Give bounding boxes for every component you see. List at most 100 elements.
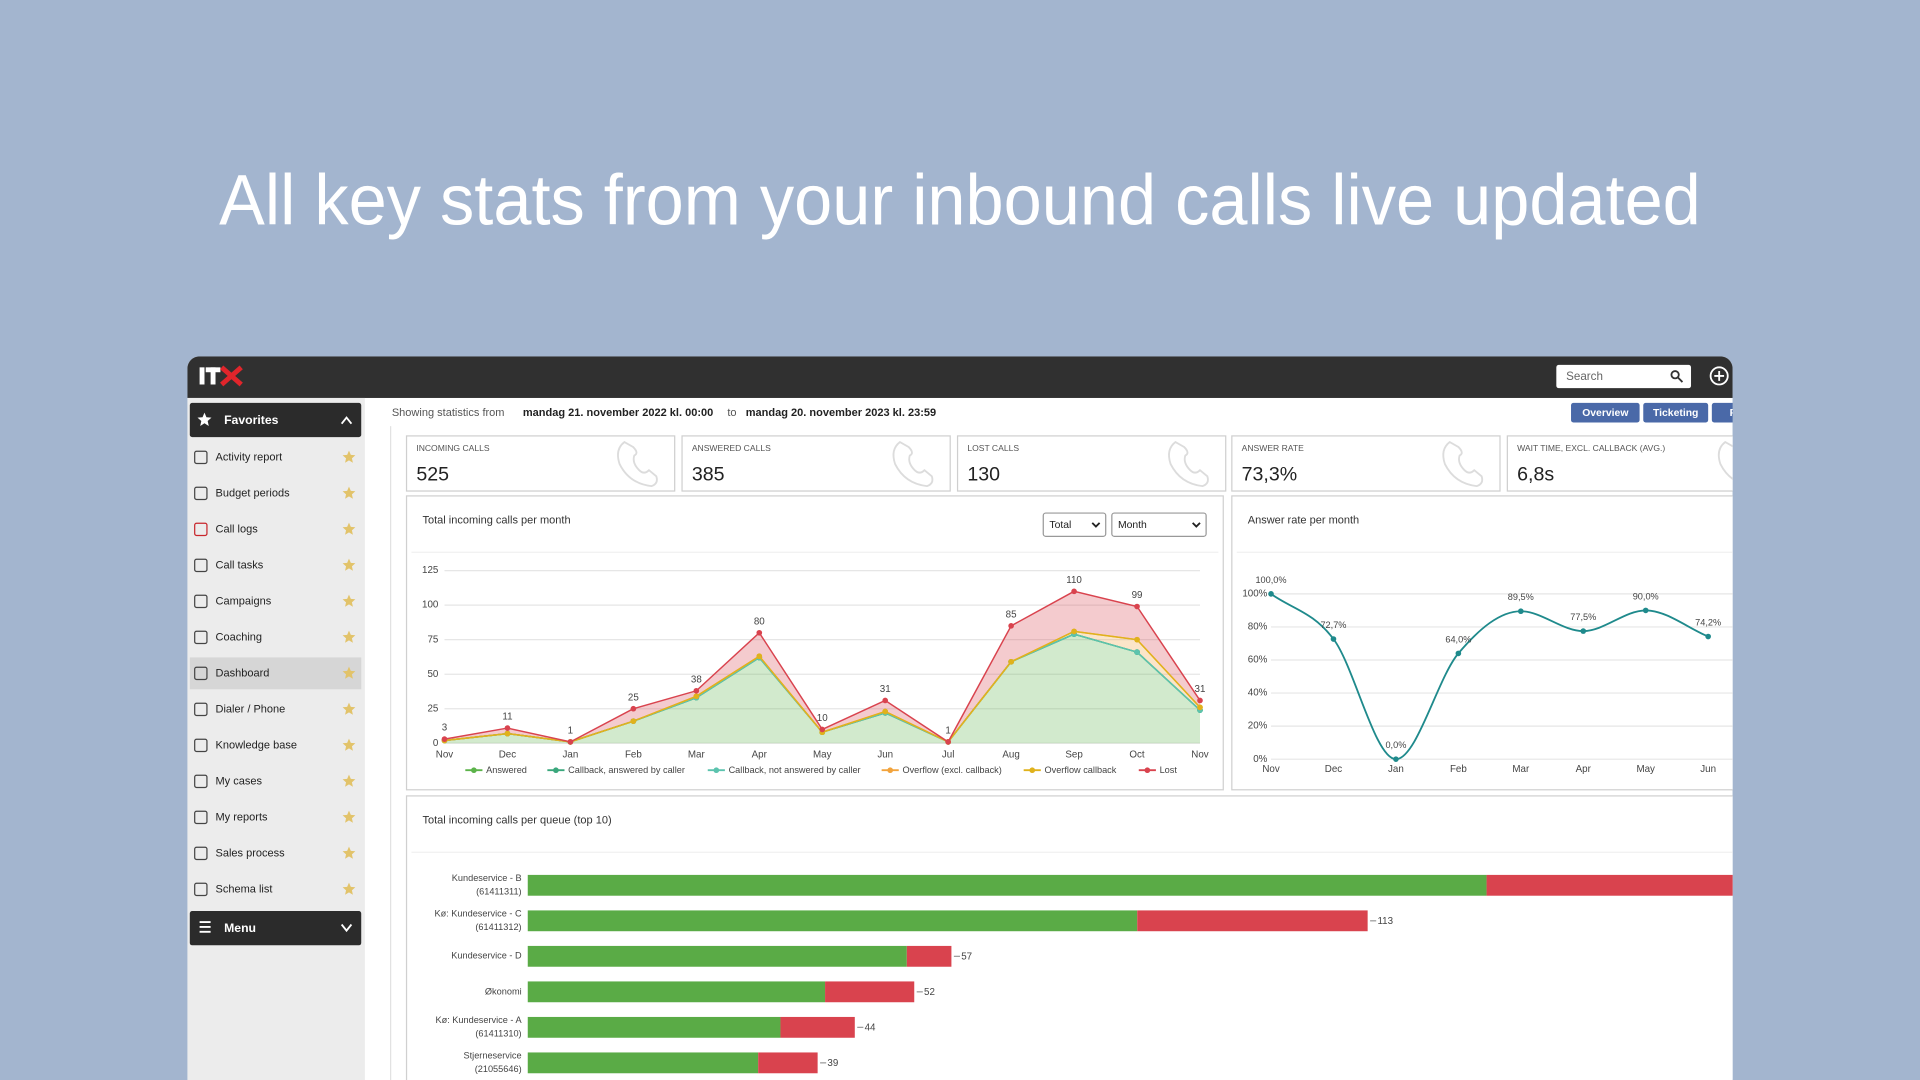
y-tick-label: (61411310) — [475, 1029, 521, 1039]
point — [441, 736, 448, 742]
legend-marker — [713, 767, 720, 774]
sidebar-item[interactable]: Campaigns — [194, 594, 356, 609]
star-icon — [342, 810, 356, 823]
y-tick-label: 0% — [1253, 754, 1267, 765]
logo-part — [220, 365, 243, 387]
sidebar-item[interactable]: Activity report — [194, 450, 356, 465]
item-label: Dashboard — [216, 667, 270, 679]
sidebar-item[interactable]: Knowledge base — [194, 738, 356, 753]
kpi-value: 525 — [416, 463, 449, 485]
item-label: Dialer / Phone — [216, 703, 286, 715]
data-label: 44 — [865, 1023, 876, 1034]
legend-item[interactable]: Overflow callback — [1023, 765, 1117, 775]
series-area — [444, 634, 1200, 744]
kpi-card — [1506, 435, 1733, 492]
legend-item[interactable]: Answered — [465, 765, 527, 775]
y-tick-label: Kundeservice - B — [452, 873, 522, 883]
item-icon — [194, 846, 208, 861]
bar-segment — [780, 1016, 855, 1038]
y-tick-label: (21055646) — [475, 1064, 522, 1074]
select[interactable] — [1042, 512, 1107, 537]
add-button[interactable] — [1709, 366, 1729, 386]
sidebar-item[interactable]: My reports — [194, 810, 356, 825]
data-label: 99 — [1132, 590, 1143, 601]
tab-label: Ph — [1730, 408, 1743, 419]
sidebar-item[interactable]: Call logs — [194, 522, 356, 537]
x-tick-label: Nov — [436, 749, 454, 760]
bar-segment — [758, 1052, 818, 1074]
data-label: 80 — [754, 616, 765, 627]
kpi-icon — [1442, 440, 1484, 488]
data-label: 31 — [880, 684, 891, 695]
y-tick-label: (61411311) — [476, 886, 522, 896]
y-tick-label: 125 — [422, 565, 439, 576]
point — [630, 718, 637, 724]
item-icon — [194, 558, 208, 573]
bar-segment — [527, 945, 907, 967]
select-label: Month — [1118, 520, 1147, 531]
select[interactable] — [1111, 512, 1207, 537]
sidebar-item[interactable]: Sales process — [194, 846, 356, 861]
favorites-header[interactable] — [189, 402, 362, 438]
data-label: 31 — [1195, 684, 1206, 695]
point — [1071, 628, 1077, 635]
item-icon — [194, 702, 208, 717]
data-label: 89,5% — [1508, 592, 1534, 602]
sidebar-item[interactable]: Dialer / Phone — [194, 702, 356, 717]
item-icon — [194, 594, 208, 609]
item-icon — [194, 882, 208, 897]
menu-header[interactable] — [189, 911, 362, 946]
tab[interactable] — [1711, 402, 1761, 423]
bar-segment — [906, 945, 952, 967]
x-tick-label: Jan — [1388, 764, 1404, 775]
point — [819, 726, 826, 733]
star-icon — [342, 846, 356, 859]
x-tick-label: Feb — [1450, 764, 1467, 775]
data-label: 100,0% — [1255, 575, 1286, 585]
sidebar-item[interactable]: Coaching — [194, 630, 356, 645]
search-icon — [1676, 376, 1684, 383]
x-tick-label: Aug — [1002, 749, 1019, 760]
data-label: 64,0% — [1445, 634, 1471, 644]
sidebar-item[interactable]: Schema list — [194, 882, 356, 897]
item-label: Call tasks — [216, 559, 264, 571]
item-label: Coaching — [216, 631, 263, 643]
sidebar-item[interactable]: Call tasks — [194, 558, 356, 573]
y-tick-label: 100 — [422, 600, 439, 611]
kpi-icon — [1168, 440, 1209, 488]
data-label: 72,7% — [1320, 620, 1346, 630]
item-label: Activity report — [216, 451, 283, 463]
x-tick-label: Mar — [1512, 764, 1530, 775]
tab[interactable] — [1643, 402, 1709, 423]
period-to: mandag 20. november 2023 kl. 23:59 — [746, 407, 936, 419]
search-box[interactable] — [1556, 364, 1692, 389]
legend-label: Answered — [486, 765, 527, 775]
data-label: 10 — [817, 713, 828, 724]
star-icon — [342, 522, 356, 535]
star-icon — [342, 738, 356, 751]
chevron-icon — [340, 416, 353, 425]
bar-segment — [527, 910, 1138, 932]
app-window: Search Favorites Activity report Budget per… — [187, 356, 1761, 1080]
legend-item[interactable]: Lost — [1138, 765, 1178, 775]
tab[interactable] — [1571, 402, 1640, 423]
sidebar-item[interactable]: My cases — [194, 774, 356, 789]
point — [1518, 608, 1524, 615]
legend-item[interactable]: Callback, not answered by caller — [707, 765, 861, 775]
point — [1134, 649, 1140, 655]
sidebar-item[interactable]: Budget periods — [194, 486, 356, 501]
kpi-label: ANSWERED CALLS — [692, 443, 771, 453]
sidebar-item[interactable]: Dashboard — [194, 666, 356, 681]
item-icon — [194, 774, 208, 789]
point — [882, 697, 889, 704]
kpi-label: WAIT TIME, EXCL. CALLBACK (AVG.) — [1517, 443, 1665, 453]
point — [882, 708, 889, 715]
kpi-icon — [617, 440, 658, 488]
x-tick-label: Sep — [1065, 749, 1083, 760]
search-icon — [1670, 370, 1680, 380]
x-tick-label: Mar — [688, 749, 706, 760]
legend-item[interactable]: Overflow (excl. callback) — [881, 765, 1002, 775]
logo-part — [199, 367, 205, 385]
legend-item[interactable]: Callback, answered by caller — [547, 765, 685, 775]
x-tick-label: May — [1636, 764, 1655, 775]
